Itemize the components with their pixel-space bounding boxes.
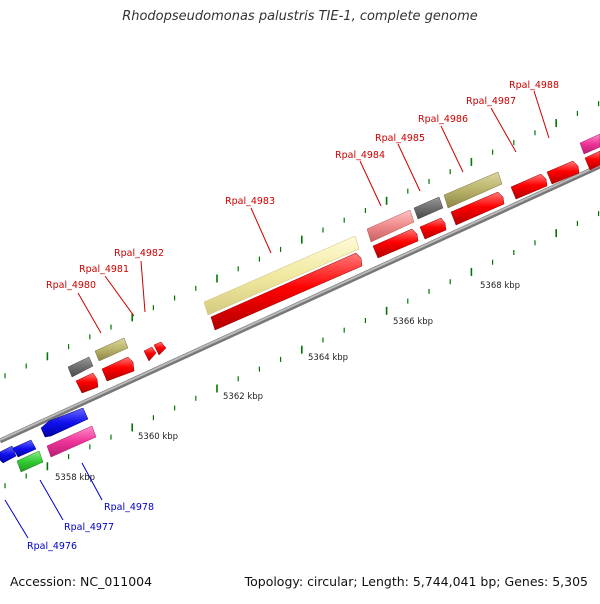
gene-label[interactable]: Rpal_4978 <box>104 502 154 513</box>
genes-count-text: Genes: 5,305 <box>504 574 588 589</box>
gene-block-pink[interactable] <box>366 209 415 243</box>
reverse-genes <box>0 407 97 473</box>
gene-arrow-red[interactable] <box>75 372 99 394</box>
gene-block-gray[interactable] <box>413 196 444 220</box>
gene-label[interactable]: Rpal_4983 <box>225 196 275 207</box>
scale-label: 5362 kbp <box>223 392 263 402</box>
gene-block-gray[interactable] <box>67 356 94 378</box>
gene-block-magenta[interactable] <box>579 133 600 155</box>
forward-inner-genes <box>75 150 600 394</box>
scale-label: 5364 kbp <box>308 353 348 363</box>
scale-label: 5366 kbp <box>393 317 433 327</box>
gene-arrow-blue[interactable] <box>40 407 89 438</box>
leader-line <box>397 143 421 192</box>
leader-lines <box>4 90 550 539</box>
topology-text: Topology: circular; <box>244 574 358 589</box>
leader-line <box>4 499 29 539</box>
gene-labels-forward: Rpal_4980 Rpal_4981 Rpal_4982 Rpal_4983 … <box>46 80 559 291</box>
gene-block-khaki[interactable] <box>94 337 129 362</box>
gene-block-green[interactable] <box>16 450 44 473</box>
gene-label[interactable]: Rpal_4981 <box>79 264 129 275</box>
gene-label[interactable]: Rpal_4977 <box>64 522 114 533</box>
genome-backbone-highlight <box>0 164 600 441</box>
leader-line <box>250 207 272 254</box>
gene-arrow-red[interactable] <box>584 150 600 171</box>
leader-line <box>39 479 64 521</box>
gene-arrow-red[interactable] <box>510 173 548 200</box>
gene-label[interactable]: Rpal_4985 <box>375 133 425 144</box>
scale-label: 5360 kbp <box>138 432 178 442</box>
forward-outer-genes <box>67 133 600 378</box>
gene-block-khaki[interactable] <box>443 171 503 209</box>
length-text: Length: 5,744,041 bp; <box>361 574 501 589</box>
leader-line <box>490 107 517 153</box>
leader-line <box>359 160 382 207</box>
leader-line <box>440 125 464 173</box>
scale-label: 5358 kbp <box>55 473 95 483</box>
gene-label[interactable]: Rpal_4984 <box>335 150 385 161</box>
gene-arrow-red[interactable] <box>101 356 135 382</box>
gene-label[interactable]: Rpal_4976 <box>27 541 77 552</box>
gene-arrow-red[interactable] <box>210 252 363 331</box>
gene-arrow-red[interactable] <box>143 346 157 362</box>
genome-summary: Topology: circular; Length: 5,744,041 bp… <box>245 574 588 589</box>
gene-arrow-red[interactable] <box>419 217 447 240</box>
leader-line <box>533 90 550 139</box>
gene-label[interactable]: Rpal_4986 <box>418 114 468 125</box>
leader-line <box>104 275 135 317</box>
gene-arrow-red[interactable] <box>546 160 580 185</box>
scale-label: 5368 kbp <box>480 281 520 291</box>
leader-line <box>140 260 146 313</box>
scale-labels: 5358 kbp 5360 kbp 5362 kbp 5364 kbp 5366… <box>55 281 520 483</box>
gene-arrow-red[interactable] <box>153 341 167 356</box>
accession-text: Accession: NC_011004 <box>10 574 153 589</box>
gene-label[interactable]: Rpal_4980 <box>46 280 96 291</box>
tick-marks <box>4 101 600 489</box>
gene-arrow-blue[interactable] <box>0 445 17 464</box>
gene-label[interactable]: Rpal_4982 <box>114 248 164 259</box>
page-title: Rhodopseudomonas palustris TIE-1, comple… <box>122 9 478 24</box>
gene-arrow-blue[interactable] <box>12 439 37 458</box>
gene-block-magenta[interactable] <box>46 425 97 458</box>
leader-line <box>81 462 103 501</box>
gene-arrow-red[interactable] <box>450 191 505 226</box>
gene-labels-reverse: Rpal_4976 Rpal_4977 Rpal_4978 <box>27 502 154 552</box>
gene-block-pale-yellow[interactable] <box>203 235 360 316</box>
gene-arrow-red[interactable] <box>372 228 419 259</box>
leader-line <box>77 292 102 334</box>
gene-label[interactable]: Rpal_4987 <box>466 96 516 107</box>
gene-label[interactable]: Rpal_4988 <box>509 80 559 91</box>
